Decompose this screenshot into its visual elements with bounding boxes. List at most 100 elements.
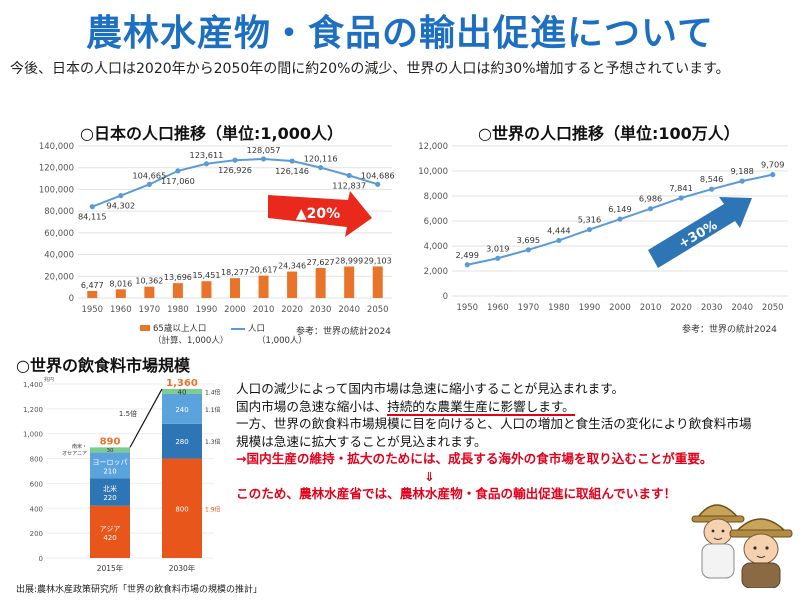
bar-value-label: 20,617 bbox=[250, 266, 278, 275]
market-segment bbox=[90, 452, 130, 479]
x-tick-label: 2040 bbox=[338, 305, 360, 315]
world-population-value-label: 9,709 bbox=[761, 160, 784, 170]
x-tick-label: 1990 bbox=[196, 305, 218, 315]
bar-value-label: 6,477 bbox=[81, 281, 104, 290]
segment-name: 南米・ bbox=[72, 443, 87, 450]
market-total-label: 1,360 bbox=[166, 378, 198, 389]
world-population-point bbox=[678, 195, 684, 201]
text-line-2: 国内市場の急速な縮小は、持続的な農業生産に影響します。 bbox=[236, 398, 575, 416]
segment-ratio: 1.3倍 bbox=[205, 438, 221, 446]
world-population-value-label: 6,986 bbox=[639, 194, 662, 204]
x-tick-label: 2030年 bbox=[169, 563, 196, 573]
segment-name: アジア bbox=[100, 525, 121, 533]
text-line-4: 規模は急速に拡大することが見込まれます。 bbox=[236, 433, 487, 449]
y-tick-label: 20,000 bbox=[44, 272, 74, 282]
x-tick-label: 1970 bbox=[518, 303, 540, 313]
segment-ratio: 1.4倍 bbox=[205, 388, 221, 396]
population-point bbox=[375, 181, 381, 187]
segment-value: 800 bbox=[175, 505, 188, 513]
growth-connector bbox=[129, 388, 163, 448]
y-tick-label: 0 bbox=[443, 292, 448, 302]
population-value-label: 120,116 bbox=[304, 154, 338, 164]
y-tick-label: 8,000 bbox=[424, 192, 448, 202]
bar-65plus bbox=[201, 281, 212, 298]
x-tick-label: 2050 bbox=[367, 305, 389, 315]
bar-value-label: 8,016 bbox=[109, 279, 132, 288]
world-population-value-label: 7,841 bbox=[669, 183, 692, 193]
x-tick-label: 2030 bbox=[701, 303, 723, 313]
y-unit-label: 兆円 bbox=[44, 376, 54, 383]
y-tick-label: 12,000 bbox=[418, 142, 448, 152]
world-population-value-label: 6,149 bbox=[608, 204, 631, 214]
world-population-chart: 0 2,000 4,000 6,000 8,000 10,000 12,000 2,499 3,… bbox=[418, 142, 788, 313]
population-point bbox=[146, 181, 152, 187]
world-population-value-label: 4,444 bbox=[547, 225, 570, 235]
population-value-label: 84,115 bbox=[78, 212, 107, 222]
population-value-label: 126,926 bbox=[218, 165, 252, 175]
population-point bbox=[232, 157, 238, 163]
population-point bbox=[346, 172, 352, 179]
market-segment bbox=[162, 423, 202, 459]
population-value-label: 94,302 bbox=[106, 201, 135, 211]
market-segment bbox=[90, 478, 130, 506]
y-tick-label: 1,400 bbox=[23, 381, 43, 389]
bar-value-label: 29,103 bbox=[364, 256, 392, 265]
segment-value: 240 bbox=[175, 406, 188, 414]
x-tick-label: 1960 bbox=[110, 305, 132, 315]
bar-value-label: 13,696 bbox=[164, 273, 192, 282]
market-segment bbox=[162, 388, 202, 394]
bar-65plus bbox=[344, 266, 355, 298]
market-segment bbox=[162, 393, 202, 424]
x-tick-label: 1970 bbox=[139, 305, 161, 315]
bar-value-label: 28,999 bbox=[335, 257, 363, 266]
down-arrow: ⇓ bbox=[424, 468, 435, 484]
population-point bbox=[260, 156, 267, 162]
page-subtitle: 今後、日本の人口は2020年から2050年の間に約20%の減少、世界の人口は約3… bbox=[10, 61, 730, 77]
x-tick-label: 1950 bbox=[456, 303, 478, 313]
population-point bbox=[203, 161, 210, 167]
japan-population-chart: 0 20,000 40,000 60,000 80,000 100,000 120,000 1… bbox=[39, 142, 395, 315]
bar-value-label: 18,277 bbox=[221, 268, 249, 277]
text-line-3: 一方、世界の飲食料市場規模に目を向けると、人口の増加と食生活の変化により飲食料市… bbox=[236, 416, 752, 431]
market-segment bbox=[162, 458, 202, 558]
bar-65plus bbox=[372, 266, 383, 298]
decline-arrow-label: ▲20% bbox=[296, 206, 340, 222]
bar-65plus bbox=[144, 286, 155, 298]
world-population-value-label: 9,188 bbox=[730, 166, 753, 176]
world-population-value-label: 2,499 bbox=[456, 250, 479, 260]
explanation-text: 人口の減少によって国内市場は急速に縮小することが見込まれます。 国内市場の急速な… bbox=[236, 380, 796, 503]
world-population-point bbox=[525, 247, 531, 253]
bar-value-label: 27,627 bbox=[307, 258, 335, 267]
growth-label: 1.5倍 bbox=[119, 409, 137, 418]
y-tick-label: 140,000 bbox=[39, 142, 74, 152]
world-population-point bbox=[617, 216, 623, 222]
bar-65plus bbox=[115, 289, 126, 298]
x-tick-label: 1980 bbox=[167, 305, 189, 315]
bar-value-label: 15,451 bbox=[192, 271, 220, 280]
world-population-value-label: 3,695 bbox=[517, 235, 540, 245]
world-population-point bbox=[709, 186, 715, 192]
y-tick-label: 10,000 bbox=[418, 167, 448, 177]
y-tick-label: 2,000 bbox=[424, 267, 448, 277]
y-tick-label: 1,200 bbox=[23, 406, 43, 414]
japan-chart-title: ○日本の人口推移（単位:1,000人） bbox=[80, 124, 343, 143]
x-tick-label: 2030 bbox=[310, 305, 332, 315]
x-tick-label: 2000 bbox=[609, 303, 631, 313]
world-population-point bbox=[556, 237, 562, 244]
x-tick-label: 2000 bbox=[224, 305, 246, 315]
x-tick-label: 2010 bbox=[253, 305, 275, 315]
x-tick-label: 2020 bbox=[281, 305, 303, 315]
world-population-point bbox=[770, 172, 776, 178]
world-population-point bbox=[739, 178, 745, 184]
bar-65plus bbox=[172, 283, 183, 298]
x-tick-label: 1960 bbox=[487, 303, 509, 313]
market-segment bbox=[90, 447, 130, 453]
y-tick-label: 400 bbox=[30, 505, 43, 513]
segment-value: 280 bbox=[175, 438, 188, 446]
y-tick-label: 200 bbox=[30, 530, 43, 538]
world-population-value-label: 5,316 bbox=[578, 215, 601, 225]
y-tick-label: 800 bbox=[30, 456, 43, 464]
text-line-1: 人口の減少によって国内市場は急速に縮小することが見込まれます。 bbox=[236, 381, 625, 396]
population-point bbox=[118, 193, 124, 199]
